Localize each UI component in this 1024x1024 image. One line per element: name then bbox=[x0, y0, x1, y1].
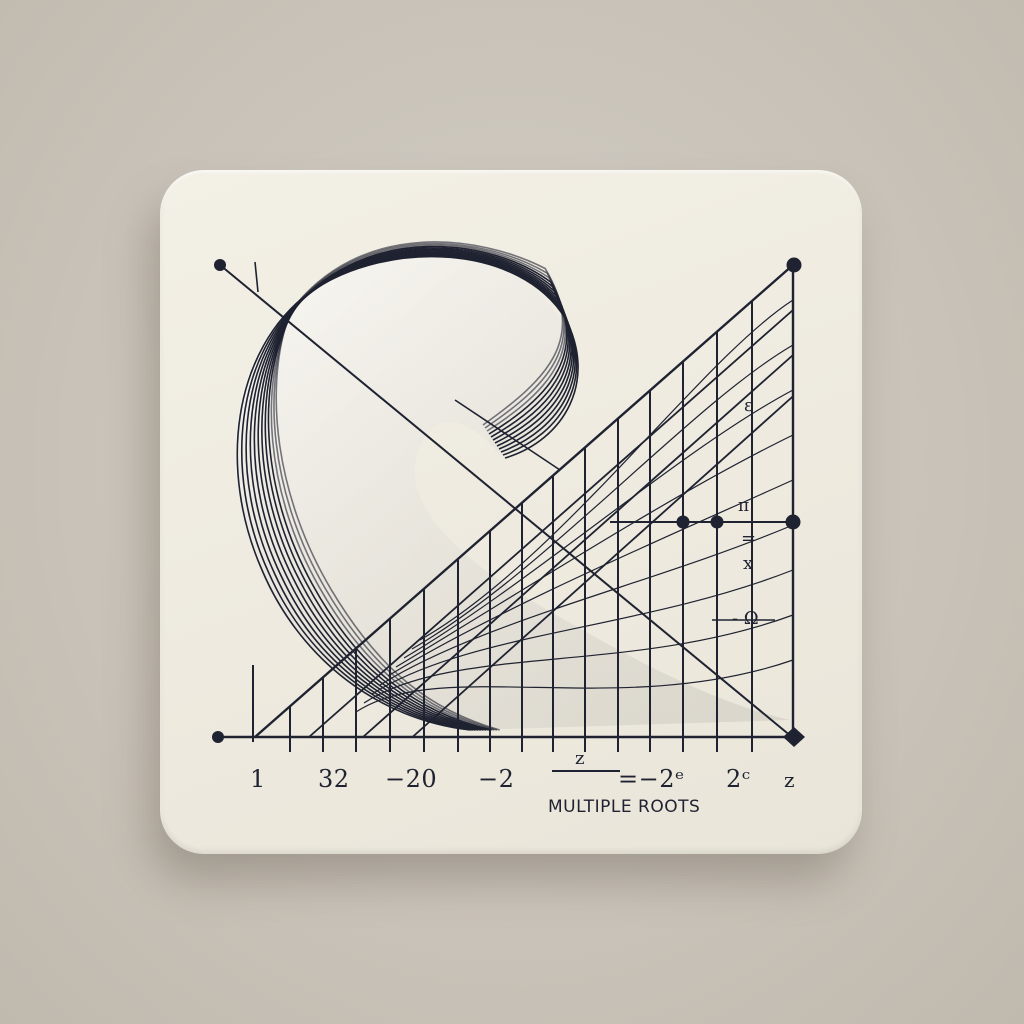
dot-top-right bbox=[786, 257, 802, 273]
side-label-x: x bbox=[743, 553, 754, 574]
dot-bottom-left bbox=[212, 731, 224, 743]
grid-diagonal-line bbox=[308, 309, 794, 738]
x-tick-label-6: 2ᶜ bbox=[726, 765, 751, 793]
x-tick-label-2: 32 bbox=[318, 765, 350, 793]
side-label-epsilon: ε bbox=[744, 395, 754, 416]
grid-vertical-lines bbox=[289, 300, 753, 737]
x-axis-ticks bbox=[289, 737, 753, 752]
x-tick-label-1: 1 bbox=[250, 765, 266, 793]
swirl-lines bbox=[236, 241, 579, 731]
grid-diagonal-line bbox=[362, 354, 794, 738]
side-label-equals: = bbox=[741, 528, 757, 549]
inner-diagonal-stroke bbox=[454, 399, 561, 471]
short-stroke-top-left bbox=[254, 261, 259, 293]
grid-fan-curve bbox=[403, 389, 794, 659]
grid-fan-curve bbox=[371, 569, 794, 695]
side-label-omega: - Ω bbox=[732, 608, 759, 629]
grid-fan-curve bbox=[387, 479, 794, 677]
grid-fan-curve bbox=[379, 524, 794, 686]
x-tick-label-7: z bbox=[784, 768, 796, 792]
x-tick-label-4: −2 bbox=[478, 765, 515, 793]
grid-diagonal-lines bbox=[308, 299, 794, 738]
fraction-bar bbox=[552, 770, 620, 772]
grid-diagonal-line bbox=[411, 395, 794, 738]
x-tick-label-5: =−2ᵉ bbox=[618, 765, 685, 793]
swirl-ribbon bbox=[234, 255, 790, 730]
dot-bottom-right bbox=[783, 727, 805, 747]
side-label-pi: π bbox=[738, 496, 750, 516]
x-tick-label-3: −20 bbox=[385, 765, 438, 793]
dot-mid-2 bbox=[710, 515, 724, 529]
main-diagonal-line bbox=[254, 264, 794, 738]
grid-fan-curve bbox=[419, 299, 794, 641]
dot-mid-1 bbox=[676, 515, 690, 529]
grid-fan-curve bbox=[411, 344, 794, 650]
crossing-diagonal-line bbox=[219, 264, 793, 738]
grid-fan-curve bbox=[395, 434, 794, 668]
caption-multiple-roots: MULTIPLE ROOTS bbox=[548, 797, 701, 817]
swirl-line bbox=[275, 241, 564, 731]
dot-mid-3 bbox=[785, 514, 801, 530]
grid-fan-curve bbox=[363, 614, 794, 704]
dot-top-left bbox=[214, 259, 226, 271]
fraction-numerator: z bbox=[575, 748, 585, 769]
